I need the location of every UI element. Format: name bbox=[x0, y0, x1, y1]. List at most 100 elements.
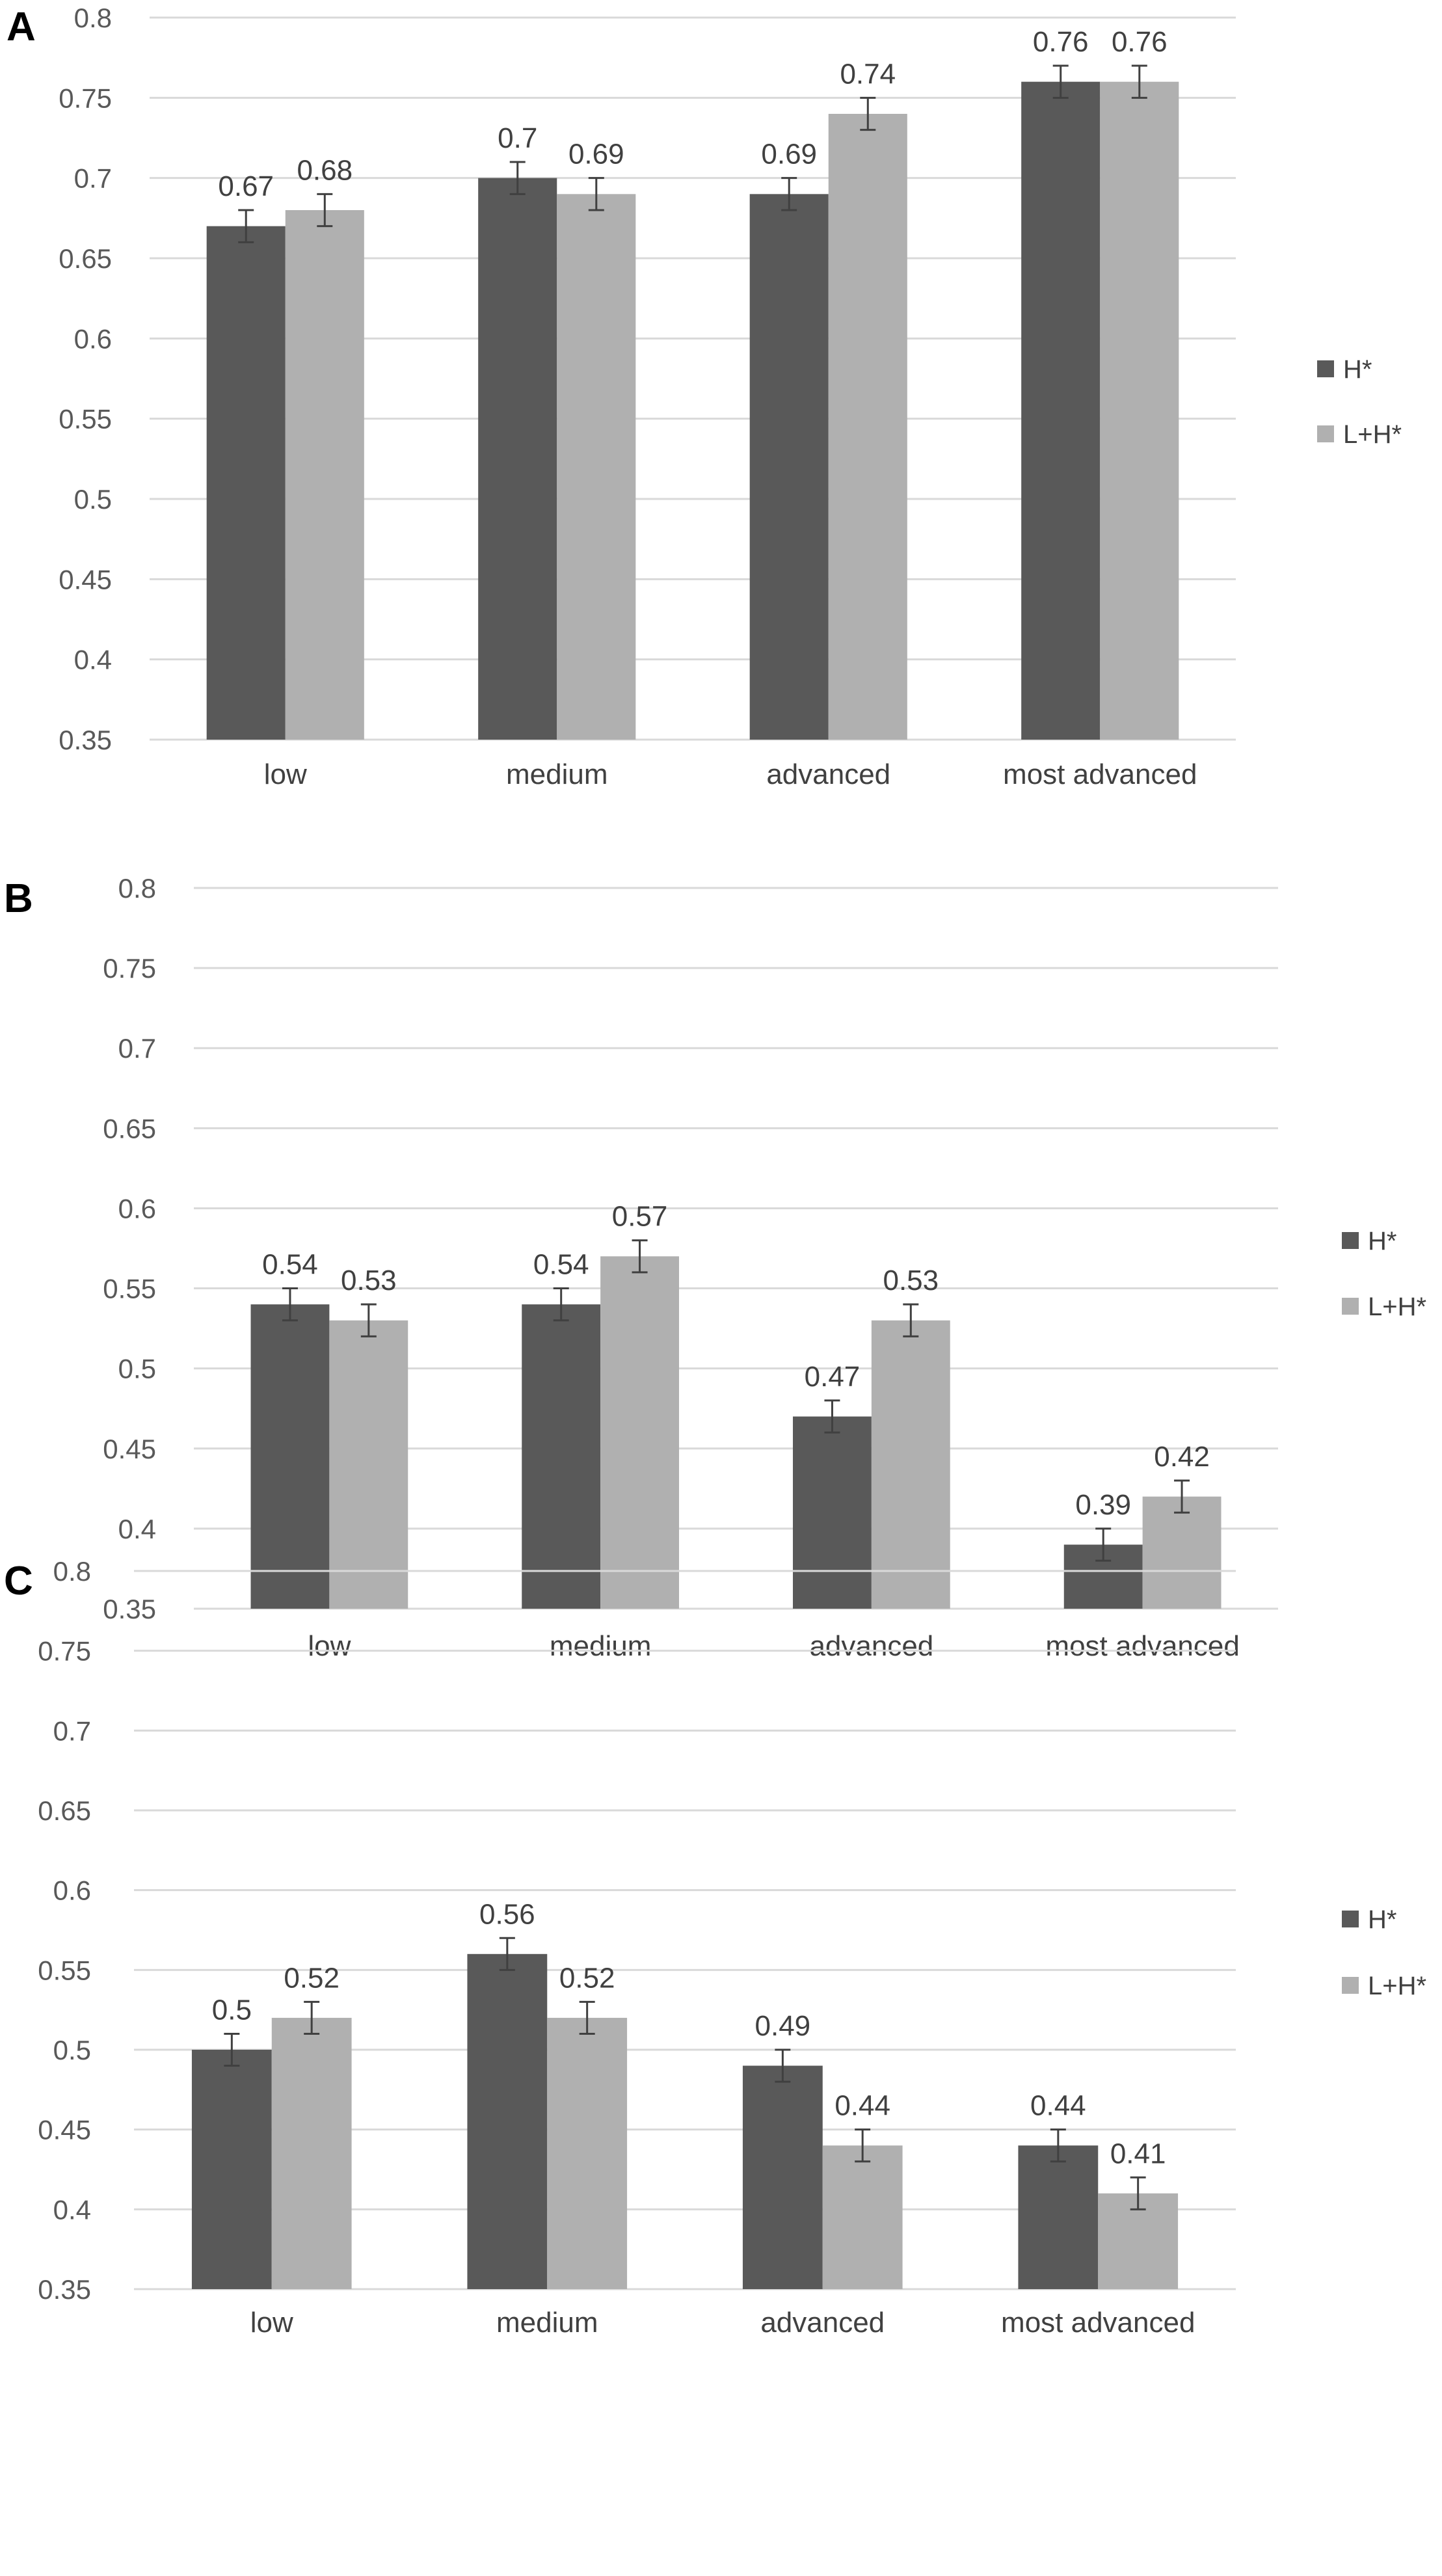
panel-c: C 0.35 0.4 0.45 0.5 0.55 0.6 0.65 0.7 0.75 0.8 0.5 0… bbox=[4, 1556, 1426, 2339]
y-tick-label: 0.7 bbox=[74, 163, 112, 194]
legend-swatch-l-plus-h-star bbox=[1317, 425, 1334, 442]
bar-h-star bbox=[206, 226, 286, 740]
y-tick-label: 0.45 bbox=[59, 564, 112, 595]
data-label: 0.54 bbox=[533, 1249, 589, 1281]
legend-label: L+H* bbox=[1343, 420, 1402, 449]
bar-l-plus-h-star bbox=[1142, 1496, 1222, 1609]
y-tick-label: 0.75 bbox=[59, 83, 112, 113]
y-tick-label: 0.8 bbox=[74, 3, 112, 33]
y-tick-label: 0.8 bbox=[118, 873, 156, 904]
error-bar bbox=[360, 1303, 377, 1337]
category-label: most advanced bbox=[1045, 1630, 1239, 1662]
panel-label-c: C bbox=[4, 1559, 33, 1603]
bar-h-star bbox=[742, 2065, 823, 2289]
error-bar bbox=[317, 193, 333, 228]
data-label: 0.41 bbox=[1110, 2138, 1166, 2169]
data-label: 0.52 bbox=[559, 1962, 615, 1994]
bar-l-plus-h-star bbox=[1100, 81, 1179, 740]
y-tick-label: 0.4 bbox=[74, 645, 112, 675]
error-bar bbox=[775, 2048, 791, 2083]
category-label: advanced bbox=[760, 2307, 885, 2339]
category-label: low bbox=[250, 2307, 293, 2339]
bar-l-plus-h-star bbox=[600, 1256, 679, 1609]
y-tick-label: 0.7 bbox=[53, 1715, 91, 1746]
error-bar bbox=[579, 2000, 595, 2035]
error-bar bbox=[1130, 2176, 1146, 2210]
y-tick-label: 0.7 bbox=[118, 1033, 156, 1064]
y-tick-label: 0.65 bbox=[38, 1795, 91, 1826]
y-tick-label: 0.65 bbox=[59, 243, 112, 274]
error-bar bbox=[1131, 64, 1147, 99]
y-tick-label: 0.75 bbox=[103, 953, 156, 984]
error-bar bbox=[860, 96, 876, 131]
error-bar bbox=[224, 2032, 240, 2067]
y-tick-label: 0.35 bbox=[38, 2274, 91, 2305]
error-bar bbox=[282, 1287, 298, 1322]
data-label: 0.7 bbox=[498, 122, 537, 154]
y-tick-label: 0.35 bbox=[103, 1594, 156, 1624]
data-label: 0.54 bbox=[262, 1249, 318, 1281]
error-bar bbox=[1095, 1527, 1112, 1562]
y-tick-label: 0.5 bbox=[74, 484, 112, 515]
data-label: 0.42 bbox=[1154, 1441, 1210, 1473]
category-label: medium bbox=[550, 1630, 652, 1662]
error-bar bbox=[1174, 1479, 1190, 1514]
legend-swatch-h-star bbox=[1342, 1911, 1359, 1927]
legend-swatch-l-plus-h-star bbox=[1342, 1298, 1359, 1315]
data-label: 0.74 bbox=[840, 58, 896, 90]
category-label: most advanced bbox=[1003, 758, 1197, 790]
y-tick-label: 0.35 bbox=[59, 725, 112, 755]
bar-h-star bbox=[250, 1304, 330, 1609]
error-bar bbox=[238, 209, 254, 243]
legend-swatch-h-star bbox=[1342, 1232, 1359, 1249]
error-bar bbox=[509, 161, 526, 195]
bar-l-plus-h-star bbox=[822, 2145, 903, 2289]
bar-h-star bbox=[1018, 2145, 1099, 2289]
error-bar bbox=[1050, 2128, 1066, 2163]
error-bar bbox=[1052, 64, 1069, 99]
y-tick-label: 0.55 bbox=[38, 1955, 91, 1985]
bar-l-plus-h-star bbox=[329, 1320, 408, 1609]
bar-h-star bbox=[793, 1416, 872, 1609]
legend-swatch-h-star bbox=[1317, 360, 1334, 377]
category-label: advanced bbox=[766, 758, 890, 790]
y-tick-label: 0.5 bbox=[53, 2035, 91, 2065]
category-label: medium bbox=[506, 758, 608, 790]
data-label: 0.47 bbox=[805, 1361, 861, 1393]
data-label: 0.52 bbox=[284, 1962, 340, 1994]
bar-h-star bbox=[522, 1304, 601, 1609]
y-tick-label: 0.55 bbox=[103, 1274, 156, 1304]
error-bar bbox=[903, 1303, 919, 1337]
y-tick-label: 0.8 bbox=[53, 1556, 91, 1587]
category-label: medium bbox=[496, 2307, 598, 2339]
legend-label: H* bbox=[1368, 1905, 1396, 1934]
legend-label: L+H* bbox=[1368, 1293, 1426, 1321]
data-label: 0.56 bbox=[479, 1898, 535, 1930]
data-label: 0.5 bbox=[212, 1994, 252, 2026]
bar-l-plus-h-star bbox=[271, 2017, 352, 2289]
y-tick-label: 0.75 bbox=[38, 1636, 91, 1667]
error-bar bbox=[632, 1239, 648, 1274]
bar-l-plus-h-star bbox=[547, 2017, 628, 2289]
category-label: advanced bbox=[809, 1630, 933, 1662]
bar-l-plus-h-star bbox=[557, 194, 636, 740]
data-label: 0.69 bbox=[568, 139, 624, 170]
legend-label: H* bbox=[1368, 1227, 1396, 1255]
bar-h-star bbox=[478, 178, 557, 740]
error-bar bbox=[781, 177, 797, 211]
panel-a: A 0.35 0.4 0.45 0.5 0.55 0.6 0.65 0.7 0.75 0.8 0.67… bbox=[7, 3, 1402, 790]
data-label: 0.44 bbox=[1030, 2090, 1086, 2122]
error-bar bbox=[588, 177, 604, 211]
data-label: 0.39 bbox=[1075, 1489, 1131, 1521]
bar-h-star bbox=[191, 2050, 272, 2289]
panel-b: B 0.35 0.4 0.45 0.5 0.55 0.6 0.65 0.7 0.75 0.8 0.54… bbox=[4, 873, 1426, 1662]
data-label: 0.76 bbox=[1112, 26, 1168, 58]
category-label: most advanced bbox=[1001, 2307, 1195, 2339]
y-tick-label: 0.45 bbox=[38, 2115, 91, 2145]
panel-label-b: B bbox=[4, 876, 33, 921]
data-label: 0.49 bbox=[755, 2010, 811, 2042]
data-label: 0.53 bbox=[341, 1265, 397, 1296]
error-bar bbox=[855, 2128, 871, 2163]
error-bar bbox=[499, 1937, 515, 1971]
